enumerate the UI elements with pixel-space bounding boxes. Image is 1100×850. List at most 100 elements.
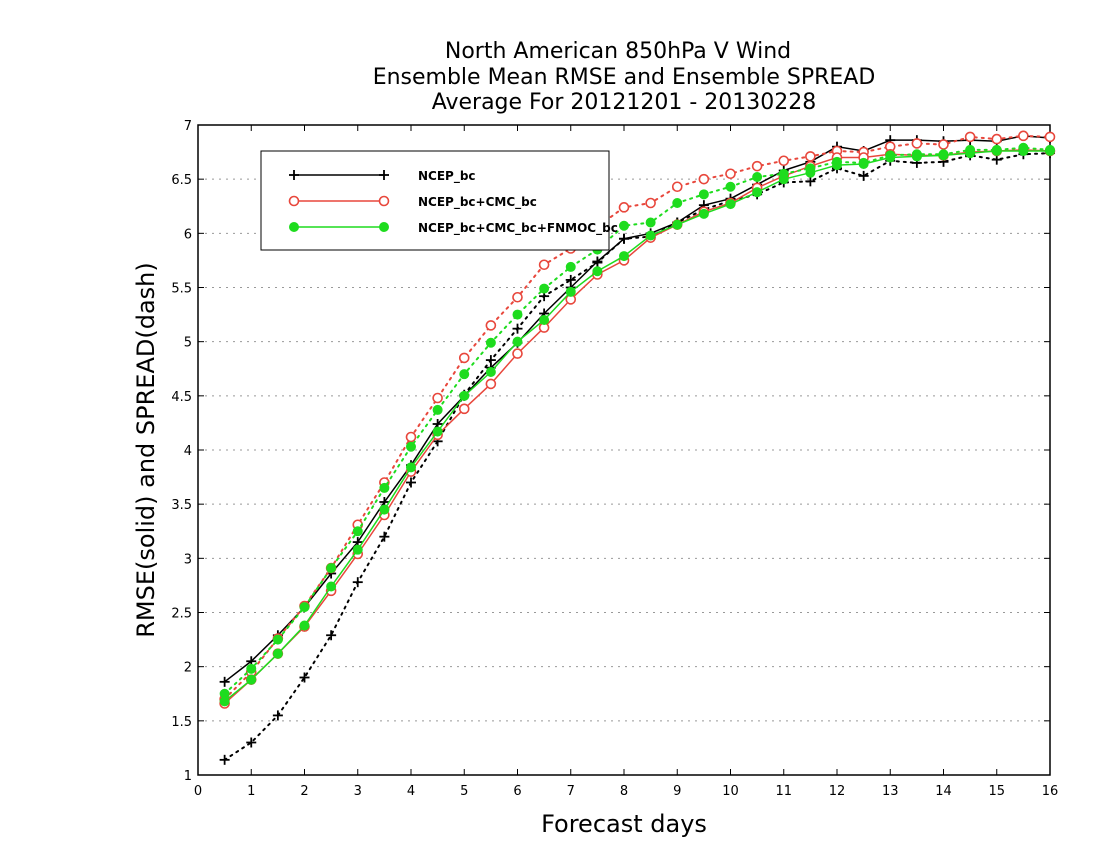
x-tick-label: 4 — [407, 784, 415, 799]
data-point — [778, 155, 790, 167]
data-point — [805, 176, 816, 187]
data-point — [379, 222, 389, 232]
data-point — [938, 150, 949, 161]
x-axis: 0 1 2 3 4 5 6 7 8 9 10 11 12 13 14 15 16 — [194, 125, 1058, 799]
data-point — [219, 676, 230, 687]
x-tick-label: 12 — [829, 784, 846, 799]
data-point — [512, 291, 523, 303]
data-point — [246, 737, 257, 748]
title-line-3: Average For 20121201 - 20130228 — [432, 90, 817, 115]
series — [219, 130, 1056, 765]
data-point — [288, 195, 300, 207]
y-tick-label: 1 — [184, 769, 192, 784]
data-point — [698, 208, 709, 219]
data-point — [272, 648, 283, 659]
data-point — [379, 504, 390, 515]
data-point — [326, 630, 337, 641]
y-tick-label: 2 — [184, 661, 192, 676]
data-point — [618, 202, 630, 213]
data-point — [512, 309, 523, 320]
data-point — [459, 369, 470, 380]
chart-title: North American 850hPa V Wind Ensemble Me… — [373, 39, 876, 115]
y-tick-label: 5.5 — [171, 282, 192, 297]
x-tick-label: 3 — [354, 784, 362, 799]
data-point — [352, 526, 363, 537]
data-point — [379, 531, 390, 542]
y-tick-label: 7 — [184, 119, 192, 134]
data-point — [299, 672, 310, 683]
legend-item: NCEP_bc+CMC_bc+FNMOC_bc — [289, 221, 618, 236]
data-point — [299, 620, 310, 631]
data-point — [219, 696, 230, 707]
y-tick-label: 6.5 — [171, 173, 192, 188]
data-point — [432, 404, 443, 415]
data-point — [272, 710, 283, 721]
data-point — [725, 168, 736, 180]
data-point — [885, 152, 896, 163]
data-point — [911, 138, 923, 149]
data-point — [645, 230, 656, 241]
x-tick-label: 13 — [882, 784, 899, 799]
x-tick-label: 9 — [673, 784, 681, 799]
data-point — [458, 352, 470, 364]
data-point — [352, 544, 363, 555]
data-point — [619, 220, 629, 231]
x-tick-label: 10 — [722, 784, 739, 799]
legend-label: NCEP_bc — [418, 169, 476, 184]
data-point — [698, 189, 709, 200]
title-line-2: Ensemble Mean RMSE and Ensemble SPREAD — [373, 65, 876, 90]
y-tick-label: 2.5 — [171, 607, 192, 622]
y-tick-label: 6 — [184, 227, 192, 242]
x-tick-label: 2 — [300, 784, 308, 799]
data-point — [858, 170, 869, 181]
data-point — [751, 160, 763, 172]
x-tick-label: 1 — [247, 784, 255, 799]
data-point — [965, 148, 976, 159]
legend-item: NCEP_bc — [289, 169, 476, 184]
data-point — [352, 577, 363, 588]
data-point — [672, 198, 683, 208]
data-point — [1018, 130, 1029, 142]
data-point — [289, 170, 299, 180]
data-point — [405, 431, 417, 443]
data-point — [1018, 146, 1029, 156]
title-line-1: North American 850hPa V Wind — [445, 39, 791, 64]
data-point — [911, 151, 922, 162]
data-point — [645, 197, 656, 209]
data-point — [858, 159, 869, 169]
y-tick-label: 5 — [184, 336, 192, 351]
data-point — [805, 151, 816, 162]
data-point — [299, 602, 310, 613]
y-tick-label: 3 — [184, 552, 192, 567]
data-point — [645, 217, 656, 228]
data-point — [326, 563, 337, 574]
x-tick-label: 11 — [775, 784, 792, 799]
data-point — [379, 482, 390, 493]
data-point — [778, 174, 789, 185]
data-point — [539, 283, 550, 294]
data-point — [219, 754, 230, 765]
data-point — [459, 390, 470, 401]
data-point — [512, 323, 523, 334]
data-point — [672, 219, 683, 230]
y-tick-label: 1.5 — [171, 715, 192, 730]
x-tick-label: 16 — [1042, 784, 1059, 799]
y-axis-label: RMSE(solid) and SPREAD(dash) — [132, 262, 160, 638]
data-point — [752, 172, 763, 182]
data-point — [805, 167, 816, 178]
data-point — [458, 403, 470, 415]
x-tick-label: 14 — [935, 784, 952, 799]
x-tick-label: 5 — [460, 784, 468, 799]
y-tick-label: 4 — [184, 444, 192, 459]
x-tick-label: 8 — [620, 784, 628, 799]
x-tick-label: 6 — [513, 784, 521, 799]
data-point — [538, 259, 550, 271]
data-point — [592, 256, 603, 267]
data-point — [485, 337, 496, 348]
data-point — [565, 261, 576, 272]
data-point — [326, 581, 337, 592]
data-point — [432, 426, 443, 437]
legend-label: NCEP_bc+CMC_bc — [418, 195, 537, 210]
data-point — [485, 367, 496, 377]
